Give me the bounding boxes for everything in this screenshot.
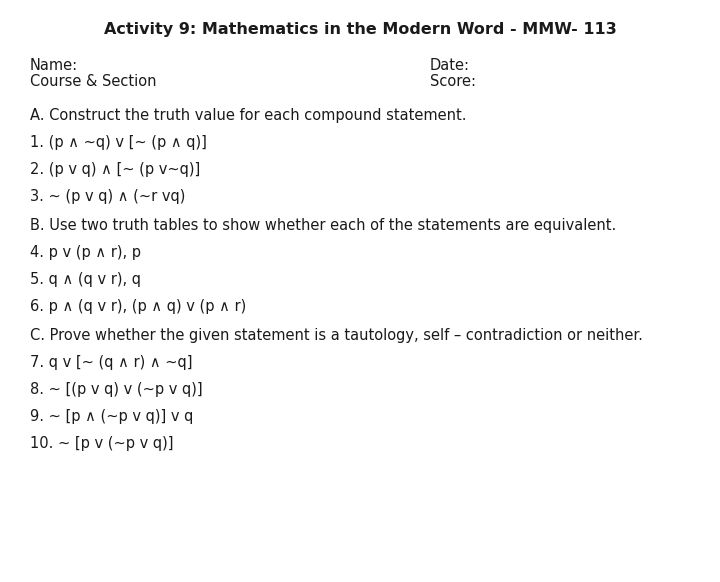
Text: 3. ∼ (p v q) ∧ (∼r vq): 3. ∼ (p v q) ∧ (∼r vq) (30, 189, 185, 204)
Text: C. Prove whether the given statement is a tautology, self – contradiction or nei: C. Prove whether the given statement is … (30, 328, 643, 343)
Text: 8. ∼ [(p v q) v (∼p v q)]: 8. ∼ [(p v q) v (∼p v q)] (30, 382, 202, 397)
Text: Score:: Score: (430, 74, 476, 89)
Text: 5. q ∧ (q v r), q: 5. q ∧ (q v r), q (30, 272, 141, 287)
Text: Course & Section: Course & Section (30, 74, 156, 89)
Text: 4. p v (p ∧ r), p: 4. p v (p ∧ r), p (30, 245, 141, 260)
Text: B. Use two truth tables to show whether each of the statements are equivalent.: B. Use two truth tables to show whether … (30, 218, 616, 233)
Text: 7. q v [∼ (q ∧ r) ∧ ∼q]: 7. q v [∼ (q ∧ r) ∧ ∼q] (30, 355, 192, 370)
Text: 9. ∼ [p ∧ (∼p v q)] v q: 9. ∼ [p ∧ (∼p v q)] v q (30, 409, 194, 424)
Text: Activity 9: Mathematics in the Modern Word - MMW- 113: Activity 9: Mathematics in the Modern Wo… (104, 22, 616, 37)
Text: Name:: Name: (30, 58, 78, 73)
Text: 6. p ∧ (q v r), (p ∧ q) v (p ∧ r): 6. p ∧ (q v r), (p ∧ q) v (p ∧ r) (30, 299, 246, 314)
Text: 1. (p ∧ ∼q) v [∼ (p ∧ q)]: 1. (p ∧ ∼q) v [∼ (p ∧ q)] (30, 135, 207, 150)
Text: Date:: Date: (430, 58, 470, 73)
Text: 10. ∼ [p v (∼p v q)]: 10. ∼ [p v (∼p v q)] (30, 436, 174, 451)
Text: A. Construct the truth value for each compound statement.: A. Construct the truth value for each co… (30, 108, 467, 123)
Text: 2. (p v q) ∧ [∼ (p v∼q)]: 2. (p v q) ∧ [∼ (p v∼q)] (30, 162, 200, 177)
